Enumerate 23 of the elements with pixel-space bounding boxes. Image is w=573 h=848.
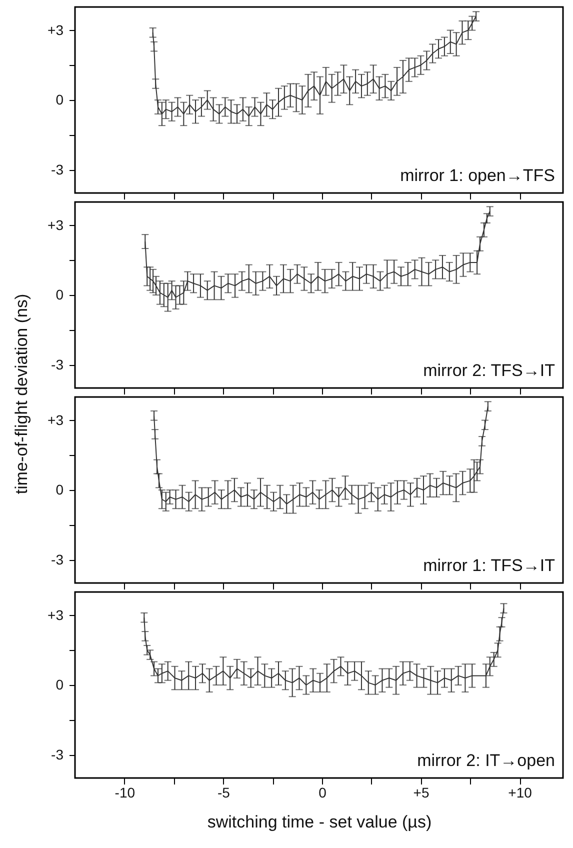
y-tick-label: +3	[48, 22, 64, 38]
y-tick-label: -3	[51, 746, 64, 762]
x-tick-label: +5	[413, 784, 430, 800]
annotation: mirror 1: open→TFS	[400, 166, 555, 185]
y-tick-label: 0	[56, 482, 64, 498]
y-tick-label: -3	[51, 356, 64, 372]
y-tick-label: -3	[51, 551, 64, 568]
x-tick-label: 0	[318, 784, 327, 800]
y-tick-label: 0	[56, 676, 64, 692]
x-axis-title: switching time - set value (µs)	[207, 812, 432, 832]
annotation: mirror 2: TFS→IT	[423, 361, 555, 380]
y-tick-label: 0	[56, 286, 64, 302]
x-tick-label: +10	[508, 784, 532, 800]
y-tick-label: +3	[48, 216, 64, 233]
x-tick-label: -5	[217, 784, 230, 800]
y-tick-label: 0	[56, 92, 64, 108]
annotation: mirror 2: IT→open	[417, 751, 555, 770]
x-tick-label: -10	[114, 784, 136, 800]
y-tick-label: -3	[51, 161, 64, 178]
y-tick-label: +3	[48, 412, 64, 428]
annotation: mirror 1: TFS→IT	[423, 556, 555, 575]
y-axis-title: time-of-flight deviation (ns)	[12, 294, 32, 494]
y-tick-label: +3	[48, 606, 64, 623]
